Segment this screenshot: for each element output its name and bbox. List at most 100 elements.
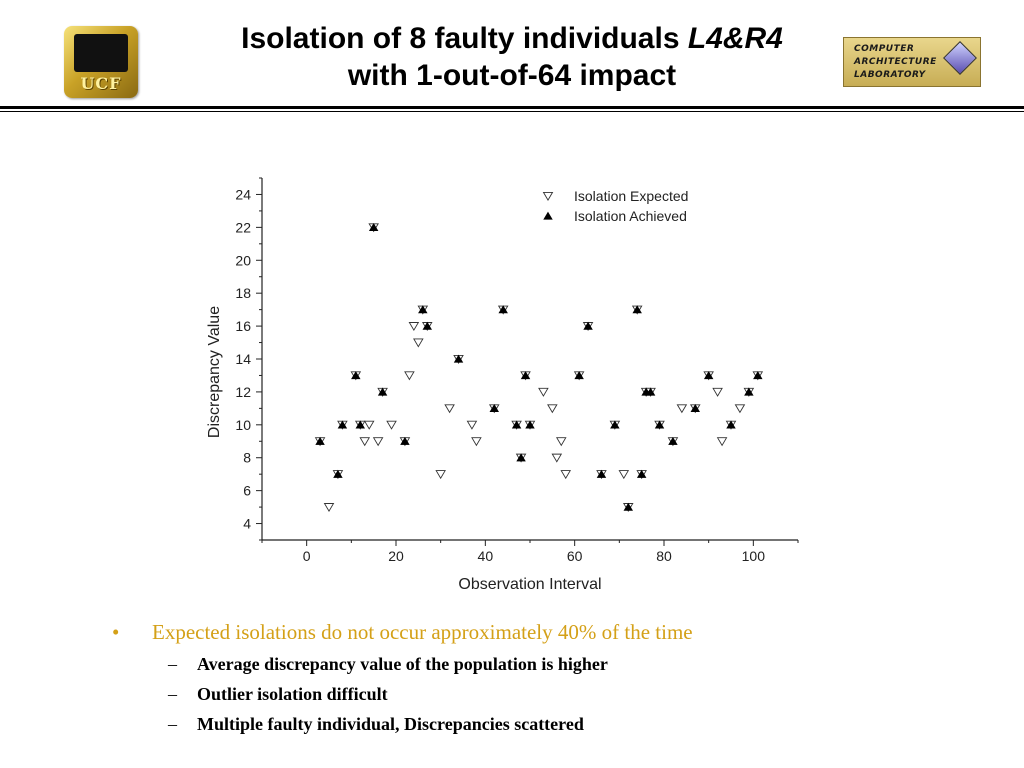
y-tick-label: 4 [243, 516, 251, 532]
lab-logo-line2: ARCHITECTURE [854, 57, 937, 67]
header-divider-thin [0, 111, 1024, 112]
pegasus-emblem-icon [74, 34, 128, 72]
x-tick-label: 60 [567, 548, 583, 564]
achieved-point [596, 469, 607, 478]
expected-point [386, 420, 397, 430]
achieved-point [703, 371, 714, 380]
y-axis-label: Discrepancy Value [206, 306, 223, 438]
achieved-point [418, 305, 428, 314]
title-line2-text: with 1-out-of-64 impact [347, 59, 677, 92]
lab-logo-line3: LABORATORY [854, 70, 926, 80]
ucf-logo-text: UCF [80, 74, 122, 93]
y-tick-label: 24 [235, 186, 251, 202]
x-tick-label: 80 [656, 548, 672, 564]
chart-marks [314, 222, 764, 513]
expected-point [555, 437, 567, 447]
achieved-point [498, 305, 508, 314]
bullet-main-text: Expected isolations do not occur approxi… [152, 620, 693, 644]
expected-point [712, 387, 723, 397]
expected-point [547, 404, 558, 414]
achieved-point [623, 502, 633, 511]
sub-bullet-2-text: Outlier isolation difficult [197, 684, 388, 704]
achieved-point [368, 222, 379, 232]
achieved-point [351, 371, 361, 380]
sub-bullet-marker: – [168, 654, 177, 674]
header-divider [0, 106, 1024, 109]
achieved-point [355, 420, 365, 429]
scatter-chart: 4 6 8 10 12 14 16 18 20 22 24 0 20 40 60 80 100 Isolatio… [206, 177, 799, 593]
expected-point [551, 453, 563, 463]
achieved-point [574, 371, 584, 380]
achieved-point [654, 420, 665, 429]
x-tick-label: 20 [388, 548, 404, 564]
achieved-point [516, 453, 526, 462]
x-tick-label: 100 [742, 548, 766, 564]
legend-expected-label: Isolation Expected [574, 188, 688, 204]
y-tick-label: 8 [243, 450, 251, 466]
achieved-point [337, 420, 348, 429]
y-tick-label: 16 [235, 318, 251, 334]
y-tick-label: 14 [235, 351, 251, 367]
legend-achieved-label: Isolation Achieved [574, 208, 687, 224]
x-tick-label: 0 [303, 548, 311, 564]
expected-point [676, 404, 688, 414]
y-tick-label: 12 [235, 384, 251, 400]
achieved-point [744, 387, 754, 396]
expected-point [444, 404, 455, 414]
achieved-point [726, 420, 736, 429]
ucf-logo: UCF [64, 26, 138, 98]
achieved-point [333, 469, 343, 478]
expected-point [408, 322, 420, 332]
sub-bullet-marker: – [168, 714, 177, 734]
expected-point [435, 470, 446, 480]
title-line1-text: Isolation of 8 faulty individuals [241, 22, 688, 55]
sub-bullet-1-text: Average discrepancy value of the populat… [197, 654, 608, 674]
achieved-point [377, 387, 388, 396]
x-tick-label: 40 [478, 548, 494, 564]
expected-point [716, 437, 728, 447]
achieved-point [511, 420, 522, 429]
expected-point [538, 387, 549, 397]
expected-point [734, 404, 746, 414]
y-tick-label: 6 [243, 483, 251, 499]
expected-point [404, 371, 415, 381]
achieved-point [690, 403, 700, 413]
achieved-point [489, 403, 499, 413]
title-line1-italic: L4&R4 [687, 22, 783, 55]
y-tick-label: 18 [235, 285, 251, 301]
chart-legend: Isolation Expected Isolation Achieved [542, 188, 688, 224]
achieved-point [753, 371, 763, 380]
y-tick-label: 10 [235, 417, 251, 433]
achieved-point [315, 436, 325, 445]
achieved-point [525, 420, 535, 429]
achieved-point [668, 436, 678, 445]
sub-bullet-3-text: Multiple faulty individual, Discrepancie… [197, 714, 584, 734]
bullet-marker: • [112, 620, 120, 644]
slide-title: Isolation of 8 faulty individuals L4&R4 … [150, 20, 874, 94]
y-tick-label: 22 [235, 219, 251, 235]
expected-point [363, 420, 375, 430]
achieved-point [583, 321, 593, 330]
expected-point [372, 437, 384, 447]
legend-expected-marker [542, 191, 554, 201]
achieved-point [632, 305, 642, 314]
computer-architecture-lab-logo: COMPUTER ARCHITECTURE LABORATORY [843, 37, 981, 87]
expected-point [618, 470, 630, 480]
expected-point [471, 437, 482, 447]
achieved-point [645, 387, 656, 396]
expected-point [466, 420, 478, 430]
lab-logo-line1: COMPUTER [854, 44, 915, 54]
expected-point [359, 437, 371, 447]
chart-axes: 4 6 8 10 12 14 16 18 20 22 24 0 20 40 60 80 100 [235, 177, 799, 564]
sub-bullet-marker: – [168, 684, 177, 704]
achieved-point [520, 371, 531, 380]
achieved-point [400, 436, 410, 445]
expected-point [323, 503, 335, 513]
x-axis-label: Observation Interval [458, 576, 601, 593]
achieved-point [610, 420, 620, 429]
expected-point [413, 338, 424, 348]
achieved-point [636, 469, 647, 478]
achieved-point [453, 354, 464, 363]
achieved-point [422, 321, 432, 330]
legend-achieved-marker [543, 211, 553, 220]
